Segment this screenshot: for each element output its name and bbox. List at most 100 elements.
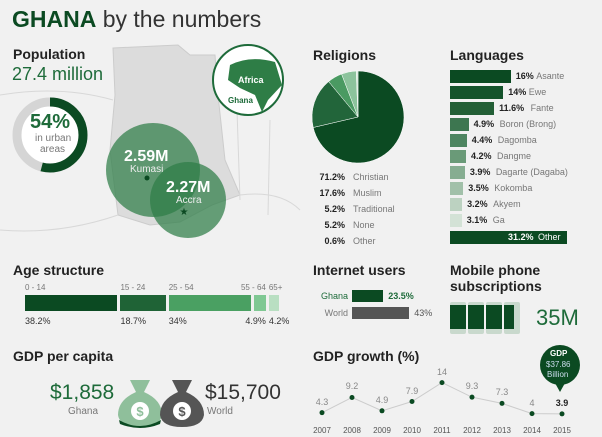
internet-title: Internet users [313, 262, 406, 278]
language-other-value: 31.2% [508, 232, 534, 242]
language-label: Akyem [493, 199, 521, 209]
phone-icon [450, 302, 466, 334]
gdp-year-label: 2014 [523, 426, 541, 435]
language-value: 3.9% [469, 167, 491, 177]
gdp-year-label: 2007 [313, 426, 331, 435]
gdp-point-2011 [439, 380, 445, 386]
phone-fill [504, 305, 514, 329]
internet-country-label: Ghana [320, 291, 348, 301]
religion-value: 71.2% [319, 172, 345, 182]
population-label: Population [13, 46, 86, 62]
phone-icon [468, 302, 484, 334]
age-bar [268, 295, 279, 311]
gdp-point-2009 [379, 408, 385, 414]
mobile-title-1: Mobile phone [450, 262, 541, 278]
gdp-point-label: 4.3 [315, 396, 329, 407]
age-range-label: 25 - 54 [168, 283, 194, 292]
language-bar [450, 70, 511, 83]
religions-title: Religions [313, 47, 377, 63]
pie-slice-christian [312, 70, 405, 164]
language-bar [450, 118, 469, 131]
language-value: 3.2% [467, 199, 488, 209]
mobile-title-2: subscriptions [450, 278, 542, 294]
age-range-label: 65+ [268, 283, 283, 292]
age-title: Age structure [13, 262, 105, 278]
kumasi-dot [144, 175, 150, 181]
language-bar [450, 214, 462, 227]
internet-pct: 43% [414, 308, 433, 318]
urban-label-2: areas [40, 144, 66, 155]
inset-africa-label: Africa [238, 75, 264, 85]
language-label: Asante [536, 71, 565, 81]
accra-value: 2.27M [166, 179, 211, 196]
world-gdp-label: World [207, 406, 233, 417]
language-label: Kokomba [494, 183, 533, 193]
callout-line1: GDP [550, 349, 568, 358]
gdp-point-2010 [409, 399, 415, 405]
language-label: Dagomba [497, 135, 537, 145]
ghana-gdp-label: Ghana [68, 406, 99, 417]
religion-value: 5.2% [324, 220, 345, 230]
money-bag-ghana-icon: $ [118, 380, 162, 428]
gdp-year-label: 2009 [373, 426, 391, 435]
world-gdp-value: $15,700 [205, 381, 281, 404]
gdp-point-label: 4 [529, 397, 535, 408]
language-value: 4.2% [470, 151, 492, 161]
urban-donut-fill [12, 97, 88, 173]
age-pct: 38.2% [25, 316, 51, 326]
accra-label: Accra [176, 195, 202, 206]
internet-pct: 23.5% [388, 291, 414, 301]
accra-star-icon: ★ [180, 207, 189, 218]
gdp-year-label: 2011 [433, 426, 451, 435]
age-bar [168, 295, 251, 311]
gdp-point-2008 [349, 394, 355, 400]
inset-ghana-label: Ghana [228, 96, 253, 105]
language-bar [450, 134, 467, 147]
gdp-point-label: 3.9 [555, 397, 569, 408]
language-value: 3.5% [468, 183, 489, 193]
phone-fill [468, 305, 484, 329]
title-rest: by the numbers [102, 6, 262, 32]
kumasi-value: 2.59M [124, 148, 169, 165]
language-label: Ga [492, 215, 505, 225]
age-bar [253, 295, 266, 311]
gdp-point-label: 14 [436, 366, 447, 377]
gdp-year-label: 2015 [553, 426, 571, 435]
phone-icon [504, 302, 520, 334]
gdp-point-label: 7.9 [405, 385, 419, 396]
language-label: Dangme [496, 151, 531, 161]
phone-fill [486, 305, 502, 329]
gdp-point-2015 [559, 411, 565, 417]
mobile-value: 35M [536, 305, 579, 330]
gdp-point-2007 [319, 410, 325, 416]
language-label: Ewe [528, 87, 547, 97]
phone-icon [486, 302, 502, 334]
age-range-label: 55 - 64 [240, 283, 266, 292]
border-lines [0, 49, 301, 232]
language-value: 4.4% [471, 135, 493, 145]
gdp-point-2013 [499, 400, 505, 406]
svg-text:$: $ [178, 404, 186, 419]
gdp-point-label: 4.9 [375, 394, 389, 405]
language-other-label: Other [538, 232, 561, 242]
urban-pct: 54% [30, 111, 71, 133]
language-value: 4.9% [473, 119, 495, 129]
language-label: Fante [530, 103, 554, 113]
urban-label-1: in urban [35, 133, 72, 144]
money-bag-world-icon: $ [160, 380, 204, 427]
age-range-label: 0 - 14 [25, 283, 46, 292]
religion-label: Other [353, 236, 376, 246]
religion-value: 0.6% [324, 236, 345, 246]
language-bar [450, 198, 463, 211]
age-range-label: 15 - 24 [120, 283, 146, 292]
language-label: Boron (Brong) [499, 119, 557, 129]
religion-label: Muslim [353, 188, 382, 198]
language-bar [450, 150, 466, 163]
religion-label: Traditional [353, 204, 395, 214]
age-pct: 4.2% [268, 316, 290, 326]
gdp-point-label: 9.3 [465, 381, 479, 392]
